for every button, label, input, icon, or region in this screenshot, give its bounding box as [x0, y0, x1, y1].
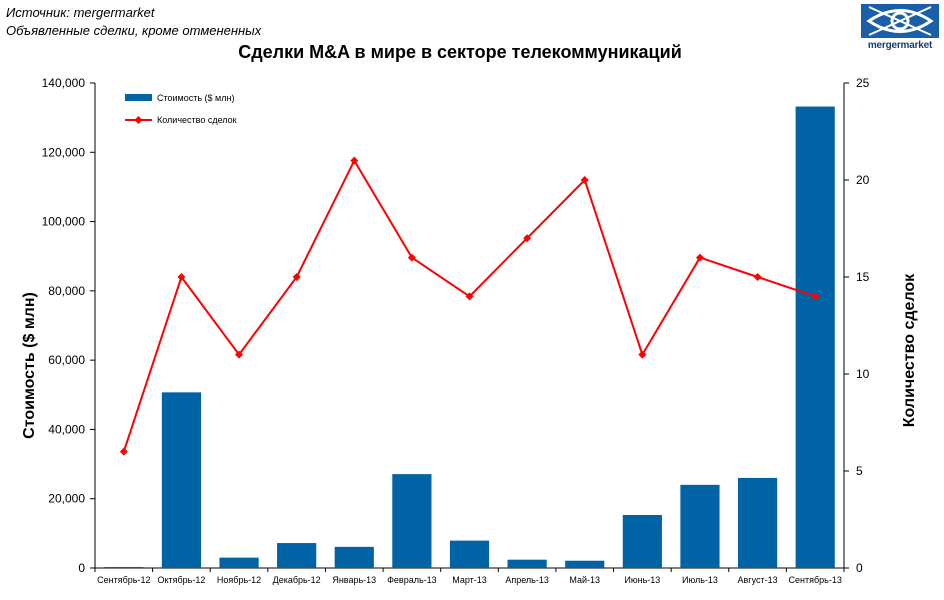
legend-swatch-bar [125, 94, 152, 101]
source-label: Источник: mergermarket [6, 5, 155, 20]
bar [277, 543, 317, 568]
line-point [695, 253, 704, 262]
bar [104, 566, 144, 568]
y-tick-label-right: 20 [856, 173, 870, 187]
bar [680, 484, 720, 568]
legend-marker-line [134, 116, 143, 124]
line-point [177, 273, 186, 281]
bar [795, 106, 835, 569]
line-point [119, 447, 128, 456]
bar [334, 546, 374, 568]
line-point [753, 273, 762, 281]
bar [161, 392, 202, 568]
series-line [122, 158, 816, 452]
bar [392, 474, 432, 568]
x-tick-label: Февраль-13 [387, 575, 437, 585]
y-tick-label-right: 15 [856, 270, 870, 284]
x-tick-label: Сентябрь-12 [97, 575, 150, 585]
eye-logo-icon [861, 4, 939, 38]
y-tick-label-left: 120,000 [42, 145, 86, 159]
bar [565, 560, 605, 568]
x-tick-label: Май-13 [569, 575, 600, 585]
y-tick-label-left: 140,000 [42, 76, 86, 90]
bar [449, 540, 490, 568]
logo-text: mergermarket [867, 40, 933, 51]
source-note: Объявленные сделки, кроме отмененных [6, 23, 262, 38]
y-axis-title-left: Стоимость ($ млн) [21, 292, 38, 439]
bar [507, 559, 547, 568]
bar [737, 477, 778, 568]
line-point [292, 273, 301, 281]
y-tick-label-left: 40,000 [48, 422, 85, 436]
bar [219, 557, 259, 568]
line-point [407, 253, 416, 262]
y-tick-label-left: 100,000 [42, 215, 86, 229]
y-tick-label-left: 60,000 [48, 353, 85, 367]
y-tick-label-right: 10 [856, 367, 870, 381]
x-tick-label: Сентябрь-13 [789, 575, 842, 585]
line-point [235, 350, 244, 359]
line-point [638, 350, 647, 359]
line-point [811, 292, 820, 301]
line-point [350, 156, 359, 165]
x-tick-label: Март-13 [452, 575, 487, 585]
x-tick-label: Октябрь-12 [157, 575, 205, 585]
x-tick-label: Январь-13 [332, 575, 376, 585]
x-tick-label: Август-13 [738, 575, 778, 585]
line-point [523, 234, 532, 243]
x-tick-label: Декабрь-12 [273, 575, 321, 585]
line-point [465, 292, 474, 301]
y-tick-label-left: 0 [78, 561, 85, 575]
y-tick-label-left: 20,000 [48, 492, 85, 506]
legend-label-line: Количество сделок [157, 115, 237, 125]
y-tick-label-right: 5 [856, 464, 863, 478]
x-tick-label: Июнь-13 [624, 575, 660, 585]
x-tick-label: Июль-13 [682, 575, 718, 585]
mergermarket-logo: mergermarket [861, 4, 939, 51]
y-tick-label-left: 80,000 [48, 284, 85, 298]
bar [622, 514, 662, 568]
y-tick-label-right: 0 [856, 561, 863, 575]
x-tick-label: Апрель-13 [505, 575, 549, 585]
y-axis-title-right: Количество сделок [901, 273, 918, 427]
legend-label-bar: Стоимость ($ млн) [157, 93, 234, 103]
y-tick-label-right: 25 [856, 76, 870, 90]
chart-title: Сделки M&A в мире в секторе телекоммуник… [238, 42, 682, 62]
line-point [580, 176, 589, 184]
x-tick-label: Ноябрь-12 [217, 575, 261, 585]
